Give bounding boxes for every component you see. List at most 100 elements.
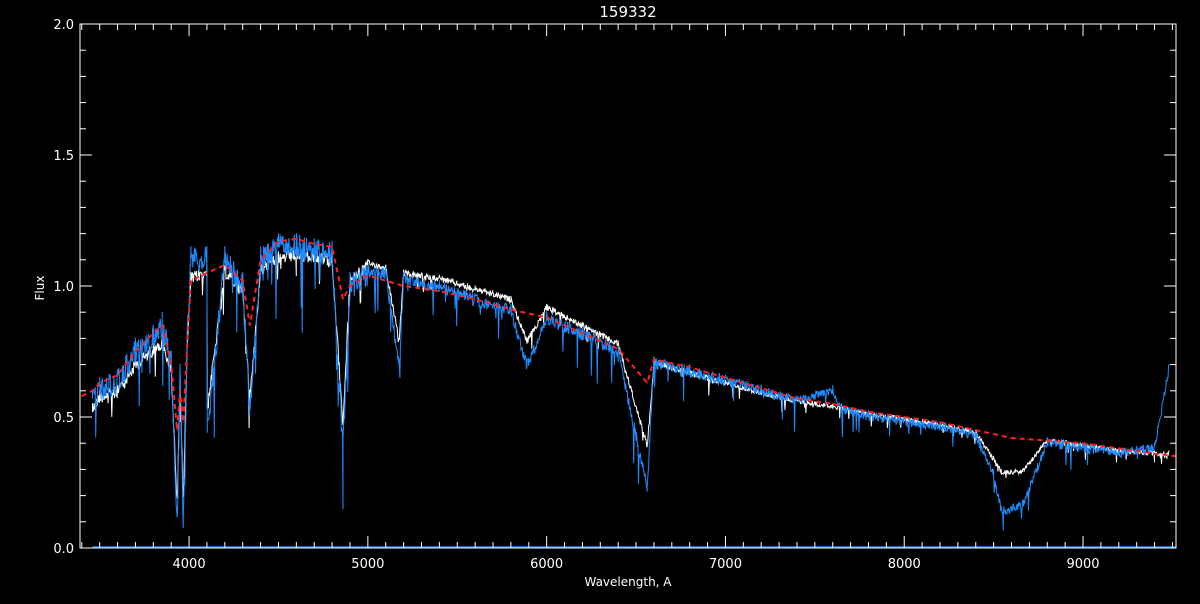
x-tick-label: 4000: [173, 557, 206, 572]
data-point: [438, 290, 440, 292]
data-point: [134, 350, 137, 353]
axes: 4000 5000 6000 7000 8000 9000 0.0 0.5 1.0 1.5 2.0: [53, 18, 1177, 572]
y-tick-label: 0.5: [53, 411, 74, 426]
data-point: [403, 272, 405, 274]
data-point: [510, 303, 512, 305]
data-point: [646, 442, 648, 444]
data-point: [398, 337, 400, 339]
data-point: [99, 377, 101, 379]
data-point: [1082, 442, 1084, 444]
data-point: [617, 345, 619, 347]
data-point: [81, 395, 83, 397]
data-point: [526, 358, 528, 360]
data-point: [242, 280, 244, 282]
data-point: [91, 390, 94, 392]
data-point: [249, 403, 251, 405]
data-point: [277, 233, 280, 235]
x-axis-label: Wavelength, A: [584, 575, 672, 589]
data-point: [385, 264, 387, 266]
data-point: [179, 364, 181, 366]
data-point: [116, 369, 119, 371]
plot-frame: [79, 23, 1177, 549]
data-point: [546, 316, 548, 319]
data-point: [385, 267, 387, 269]
data-point: [224, 246, 226, 248]
data-point: [1153, 453, 1156, 455]
data-point: [474, 285, 476, 287]
data-point: [1021, 468, 1024, 470]
data-point: [1168, 450, 1170, 452]
data-point: [1046, 439, 1048, 442]
chart-title: 159332: [599, 3, 656, 21]
x-tick-label: 8000: [888, 557, 921, 572]
data-point: [398, 358, 400, 360]
data-point: [342, 416, 344, 418]
data-point: [349, 272, 351, 274]
data-point: [249, 390, 251, 392]
observed-spectrum-line: [92, 233, 1170, 531]
data-point: [182, 421, 184, 423]
data-point: [242, 272, 244, 274]
data-point: [617, 340, 619, 342]
x-tick-label: 7000: [709, 557, 742, 572]
x-tick-label: 6000: [530, 557, 563, 572]
data-point: [295, 238, 297, 240]
data-point: [903, 416, 905, 418]
data-point: [313, 238, 315, 240]
y-tick-label: 2.0: [53, 18, 74, 33]
data-point: [206, 246, 208, 248]
data-point: [190, 246, 192, 248]
data-point: [152, 324, 154, 326]
data-point: [170, 364, 172, 366]
data-point: [331, 246, 333, 248]
data-point: [867, 411, 870, 413]
data-point: [367, 264, 369, 266]
data-point: [186, 343, 188, 345]
data-point: [313, 243, 315, 245]
data-point: [182, 513, 184, 515]
data-point: [832, 403, 834, 405]
data-point: [992, 455, 994, 457]
data-point: [249, 324, 251, 326]
data-point: [975, 429, 977, 431]
data-point: [342, 437, 344, 439]
data-point: [653, 358, 655, 360]
x-tick-label: 5000: [351, 557, 384, 572]
data-point: [1168, 364, 1170, 366]
data-point: [939, 421, 941, 423]
data-point: [277, 240, 280, 243]
data-point: [1118, 447, 1120, 450]
data-point: [134, 337, 137, 339]
data-point: [581, 327, 584, 329]
data-point: [206, 419, 208, 421]
data-point: [91, 403, 94, 405]
data-point: [992, 468, 994, 470]
data-point: [1000, 468, 1002, 470]
data-point: [176, 429, 178, 431]
data-point: [689, 366, 691, 368]
reference-spectrum-line: [92, 249, 1170, 499]
data-point: [1010, 437, 1013, 439]
data-point: [367, 274, 369, 277]
data-point: [170, 350, 172, 353]
data-point: [367, 259, 369, 261]
data-point: [1153, 442, 1156, 444]
data-point: [474, 298, 476, 300]
data-point: [179, 390, 181, 392]
data-point: [1000, 505, 1002, 507]
data-point: [403, 285, 405, 287]
data-point: [474, 293, 476, 295]
data-point: [546, 311, 548, 313]
data-point: [206, 272, 208, 274]
data-point: [438, 274, 440, 277]
data-point: [176, 515, 178, 518]
data-point: [190, 280, 192, 282]
data-point: [841, 403, 843, 405]
data-point: [724, 374, 727, 376]
y-tick-label: 1.5: [53, 149, 74, 164]
data-point: [259, 246, 262, 248]
data-point: [438, 280, 440, 282]
data-point: [1046, 437, 1048, 439]
data-point: [99, 382, 101, 384]
